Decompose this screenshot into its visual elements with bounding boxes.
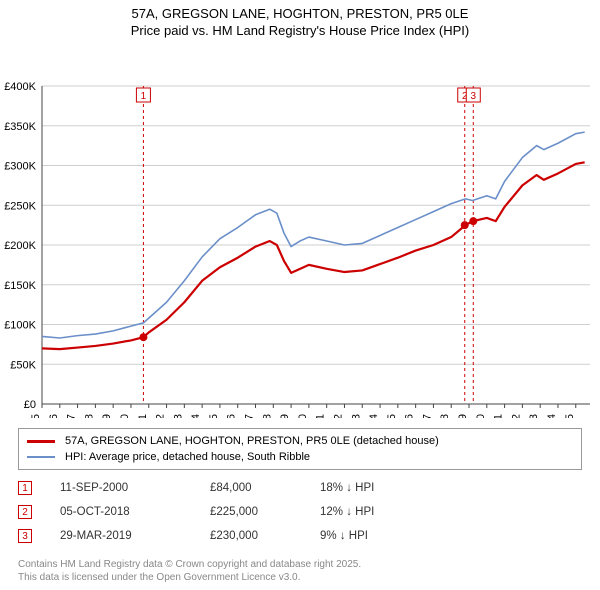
- svg-text:2005: 2005: [208, 414, 220, 418]
- chart-title: 57A, GREGSON LANE, HOGHTON, PRESTON, PR5…: [0, 0, 600, 40]
- svg-text:1998: 1998: [83, 414, 95, 418]
- svg-text:2008: 2008: [261, 414, 273, 418]
- svg-text:£150K: £150K: [4, 280, 36, 292]
- sale-badge: 3: [18, 529, 32, 543]
- svg-text:£0: £0: [24, 399, 36, 411]
- legend-swatch: [27, 456, 55, 458]
- sale-diff: 12% ↓ HPI: [320, 506, 440, 518]
- svg-text:2023: 2023: [528, 414, 540, 418]
- svg-text:2013: 2013: [350, 414, 362, 418]
- svg-text:1995: 1995: [30, 414, 42, 418]
- legend-item: 57A, GREGSON LANE, HOGHTON, PRESTON, PR5…: [27, 433, 573, 449]
- svg-text:£350K: £350K: [4, 121, 36, 133]
- svg-text:1997: 1997: [66, 414, 78, 418]
- svg-text:2014: 2014: [368, 414, 380, 418]
- svg-text:£300K: £300K: [4, 160, 36, 172]
- sale-row: 3 29-MAR-2019£230,0009% ↓ HPI: [18, 524, 582, 548]
- footer-attribution: Contains HM Land Registry data © Crown c…: [18, 558, 361, 584]
- price-chart: £0 £50K £100K £150K £200K £250K £300K £350K £400…: [0, 40, 600, 418]
- svg-text:2009: 2009: [279, 414, 291, 418]
- svg-text:2017: 2017: [421, 414, 433, 418]
- sales-table: 1 11-SEP-2000£84,00018% ↓ HPI 2 05-OCT-2018…: [18, 476, 582, 548]
- svg-text:2021: 2021: [493, 414, 505, 418]
- svg-text:2015: 2015: [386, 414, 398, 418]
- sale-date: 11-SEP-2000: [60, 482, 210, 494]
- sale-diff: 9% ↓ HPI: [320, 530, 440, 542]
- svg-text:2011: 2011: [315, 414, 327, 418]
- svg-text:£400K: £400K: [4, 81, 36, 93]
- footer-line1: Contains HM Land Registry data © Crown c…: [18, 558, 361, 571]
- svg-text:2016: 2016: [404, 414, 416, 418]
- footer-line2: This data is licensed under the Open Gov…: [18, 571, 361, 584]
- svg-text:3: 3: [471, 91, 477, 102]
- svg-text:2018: 2018: [439, 414, 451, 418]
- sale-diff: 18% ↓ HPI: [320, 482, 440, 494]
- svg-text:2003: 2003: [172, 414, 184, 418]
- svg-text:2022: 2022: [510, 414, 522, 418]
- svg-text:2025: 2025: [564, 414, 576, 418]
- svg-text:1996: 1996: [48, 414, 60, 418]
- sale-price: £230,000: [210, 530, 320, 542]
- sale-row: 2 05-OCT-2018£225,00012% ↓ HPI: [18, 500, 582, 524]
- sale-price: £84,000: [210, 482, 320, 494]
- sale-date: 05-OCT-2018: [60, 506, 210, 518]
- title-line2: Price paid vs. HM Land Registry's House …: [0, 23, 600, 40]
- legend-label: 57A, GREGSON LANE, HOGHTON, PRESTON, PR5…: [65, 435, 439, 447]
- sale-badge: 2: [18, 505, 32, 519]
- sale-badge: 1: [18, 481, 32, 495]
- svg-text:2020: 2020: [475, 414, 487, 418]
- sale-price: £225,000: [210, 506, 320, 518]
- legend-label: HPI: Average price, detached house, Sout…: [65, 451, 310, 463]
- svg-text:2001: 2001: [137, 414, 149, 418]
- sale-row: 1 11-SEP-2000£84,00018% ↓ HPI: [18, 476, 582, 500]
- svg-text:2006: 2006: [226, 414, 238, 418]
- svg-text:2007: 2007: [244, 414, 256, 418]
- title-line1: 57A, GREGSON LANE, HOGHTON, PRESTON, PR5…: [0, 6, 600, 23]
- svg-text:1: 1: [141, 91, 147, 102]
- svg-text:2019: 2019: [457, 414, 469, 418]
- svg-text:£100K: £100K: [4, 319, 36, 331]
- legend-swatch: [27, 440, 55, 443]
- svg-text:2024: 2024: [546, 414, 558, 418]
- sale-date: 29-MAR-2019: [60, 530, 210, 542]
- svg-text:2004: 2004: [190, 414, 202, 418]
- svg-text:£50K: £50K: [10, 359, 36, 371]
- svg-text:2010: 2010: [297, 414, 309, 418]
- svg-text:2000: 2000: [119, 414, 131, 418]
- legend-item: HPI: Average price, detached house, Sout…: [27, 449, 573, 465]
- svg-text:2012: 2012: [332, 414, 344, 418]
- svg-text:2002: 2002: [155, 414, 167, 418]
- svg-text:1999: 1999: [101, 414, 113, 418]
- svg-text:£200K: £200K: [4, 240, 36, 252]
- svg-text:£250K: £250K: [4, 200, 36, 212]
- legend: 57A, GREGSON LANE, HOGHTON, PRESTON, PR5…: [18, 428, 582, 470]
